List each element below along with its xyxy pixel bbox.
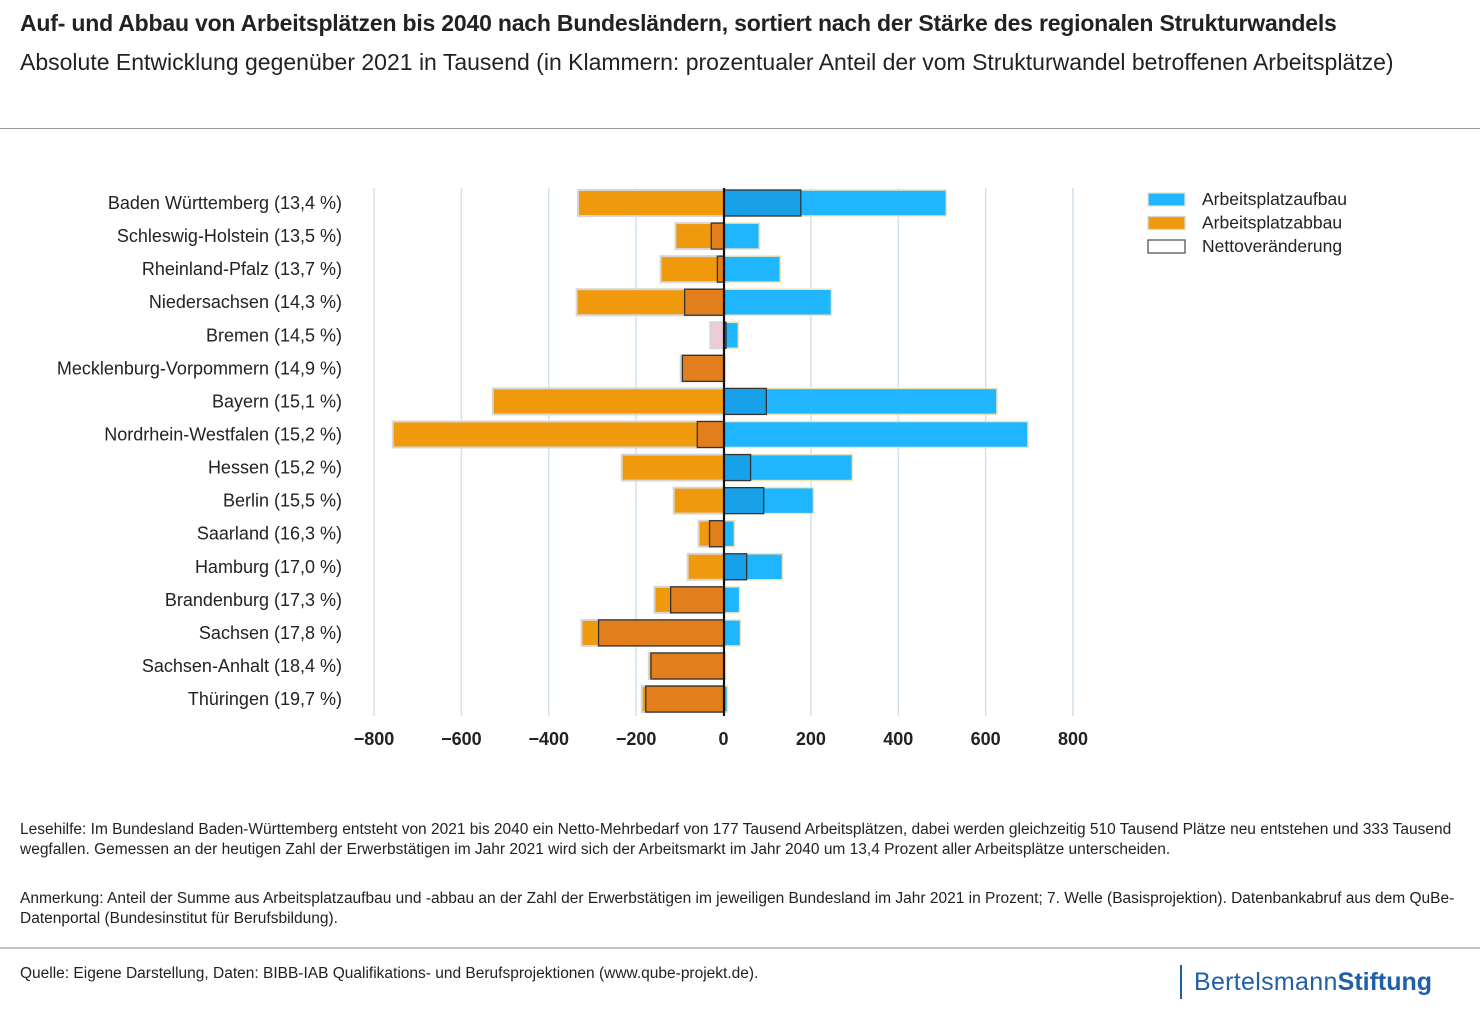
- x-tick-label: −200: [616, 729, 657, 749]
- logo-text-bertelsmann: Bertelsmann: [1194, 967, 1338, 996]
- x-tick-label: −600: [441, 729, 482, 749]
- legend-label: Arbeitsplatzaufbau: [1202, 189, 1347, 209]
- category-label: Thüringen (19,7 %): [188, 689, 342, 709]
- aufbau-bar: [723, 420, 1029, 449]
- chart-subtitle: Absolute Entwicklung gegenüber 2021 in T…: [20, 49, 1394, 75]
- chart-title: Auf- und Abbau von Arbeitsplätzen bis 20…: [20, 10, 1337, 36]
- x-tick-label: 600: [971, 729, 1001, 749]
- legend-swatch: [1147, 239, 1186, 254]
- abbau-bar: [391, 420, 725, 449]
- logo-bar: [1180, 965, 1182, 999]
- legend-swatch: [1147, 192, 1186, 207]
- remark-note: Anmerkung: Anteil der Summe aus Arbeitsp…: [20, 890, 1455, 927]
- netto-box: [650, 652, 725, 680]
- abbau-bar: [491, 387, 725, 416]
- netto-box: [723, 387, 767, 416]
- abbau-bar: [659, 255, 726, 284]
- category-label: Hamburg (17,0 %): [195, 557, 342, 577]
- category-label: Schleswig-Holstein (13,5 %): [117, 226, 342, 246]
- x-tick-label: 800: [1058, 729, 1088, 749]
- aufbau-bar: [723, 519, 736, 548]
- netto-box: [669, 586, 725, 614]
- bar-chart: Baden Württemberg (13,4 %) Schleswig-Hols…: [57, 188, 1347, 749]
- x-tick-label: 0: [718, 729, 728, 749]
- category-label: Berlin (15,5 %): [223, 491, 342, 511]
- netto-box: [710, 222, 725, 250]
- aufbau-bar: [723, 586, 741, 614]
- footer-divider: [0, 947, 1480, 949]
- category-label: Rheinland-Pfalz (13,7 %): [142, 259, 342, 279]
- category-label: Nordrhein-Westfalen (15,2 %): [104, 424, 342, 444]
- abbau-bar: [620, 453, 726, 482]
- legend-swatch: [1147, 215, 1186, 231]
- category-label: Bremen (14,5 %): [206, 325, 342, 345]
- category-label: Sachsen (17,8 %): [199, 623, 342, 643]
- abbau-bar: [709, 321, 725, 350]
- aufbau-bar: [723, 222, 761, 250]
- netto-box: [681, 354, 725, 383]
- netto-box: [645, 685, 725, 713]
- abbau-bar: [686, 552, 726, 581]
- bertelsmann-logo: Bertelsmann Stiftung: [1180, 965, 1432, 999]
- netto-box: [683, 288, 725, 316]
- category-label: Bayern (15,1 %): [212, 391, 342, 411]
- category-label: Hessen (15,2 %): [208, 458, 342, 478]
- netto-box: [723, 453, 752, 482]
- logo-text-stiftung: Stiftung: [1337, 967, 1433, 996]
- aufbau-bar: [723, 288, 833, 316]
- legend-label: Arbeitsplatzabbau: [1202, 213, 1342, 233]
- x-tick-label: −400: [528, 729, 569, 749]
- netto-box: [597, 619, 725, 647]
- abbau-bar: [577, 189, 725, 217]
- category-label: Saarland (16,3 %): [197, 524, 342, 544]
- netto-box: [708, 520, 725, 548]
- reading-aid-note: Lesehilfe: Im Bundesland Baden-Württembe…: [20, 821, 1452, 858]
- abbau-bar: [672, 486, 725, 515]
- aufbau-bar: [723, 619, 742, 647]
- category-label: Niedersachsen (14,3 %): [149, 292, 342, 312]
- x-tick-label: 200: [796, 729, 826, 749]
- category-label: Baden Württemberg (13,4 %): [108, 193, 342, 213]
- legend-label: Nettoveränderung: [1202, 236, 1342, 256]
- x-tick-label: 400: [883, 729, 913, 749]
- netto-box: [723, 553, 748, 581]
- category-label: Sachsen-Anhalt (18,4 %): [142, 656, 342, 676]
- category-label: Mecklenburg-Vorpommern (14,9 %): [57, 358, 342, 378]
- netto-box: [696, 420, 725, 449]
- aufbau-bar: [723, 255, 782, 283]
- header-divider: [0, 128, 1480, 129]
- netto-box: [723, 486, 765, 515]
- netto-box: [723, 189, 802, 217]
- category-label: Brandenburg (17,3 %): [165, 590, 342, 610]
- x-tick-label: −800: [354, 729, 395, 749]
- source-note: Quelle: Eigene Darstellung, Daten: BIBB-…: [20, 965, 759, 982]
